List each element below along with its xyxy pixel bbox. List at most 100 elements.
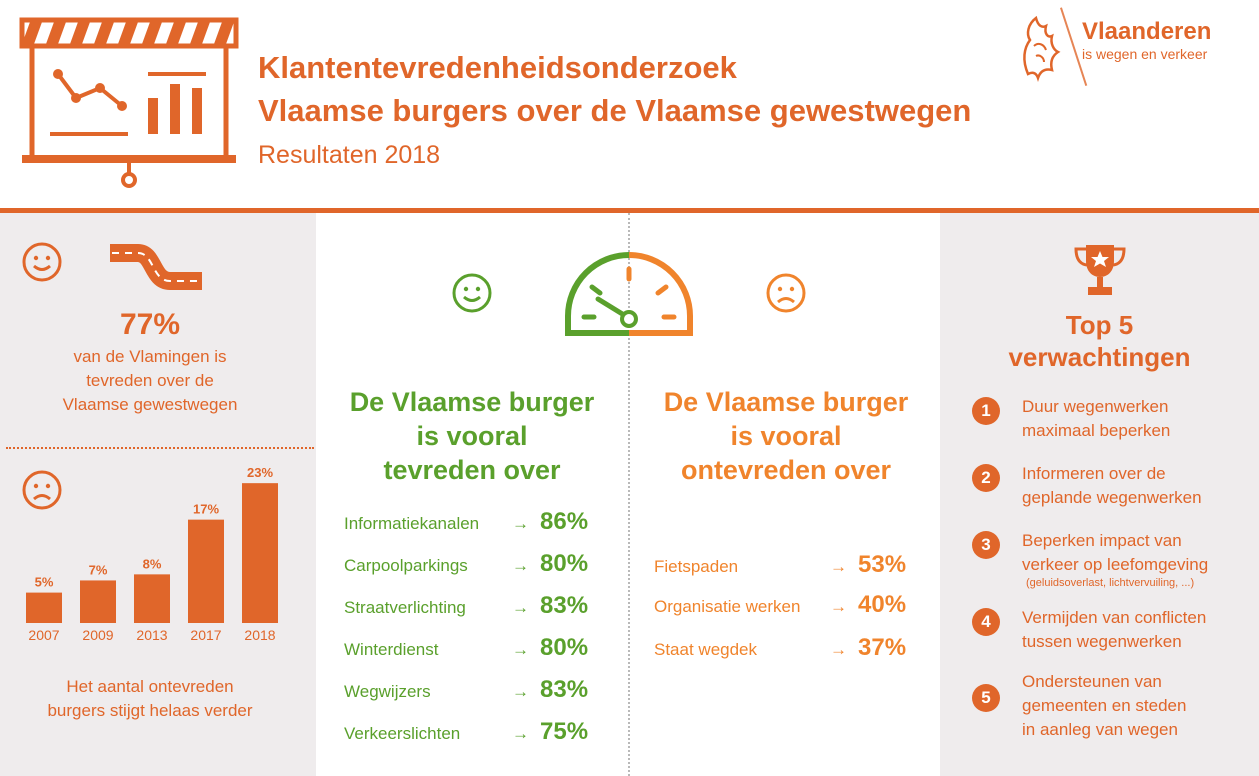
satisfied-description: van de Vlamingen is tevreden over de Vla… bbox=[0, 345, 300, 417]
heading-line: De Vlaamse burger bbox=[349, 387, 595, 417]
satisfied-item: Carpoolparkings → 80% bbox=[344, 550, 614, 582]
chart-bar bbox=[242, 483, 278, 623]
road-icon bbox=[110, 244, 202, 290]
dissatisfied-item: Fietspaden → 53% bbox=[654, 551, 924, 583]
satisfied-item: Wegwijzers → 83% bbox=[344, 676, 614, 708]
expectation-text: Vermijden van conflicten tussen wegenwer… bbox=[1022, 606, 1206, 654]
dissatisfied-item: Organisatie werken → 40% bbox=[654, 591, 924, 623]
gauge-icon bbox=[565, 252, 693, 336]
expectation-text: Beperken impact van verkeer op leefomgev… bbox=[1022, 529, 1208, 589]
expectation-line: Duur wegenwerken bbox=[1022, 397, 1169, 416]
middle-section: De Vlaamse burger is vooral tevreden ove… bbox=[316, 213, 940, 776]
expectation-item: 5 Ondersteunen van gemeenten en steden i… bbox=[972, 670, 1257, 746]
expectation-line: maximaal beperken bbox=[1022, 421, 1171, 440]
chart-tick-label: 2007 bbox=[28, 627, 59, 643]
item-value: 83% bbox=[540, 676, 589, 703]
expectation-item: 3 Beperken impact van verkeer op leefomg… bbox=[972, 529, 1257, 593]
expectation-line: tussen wegenwerken bbox=[1022, 632, 1182, 651]
arrow-icon: → bbox=[512, 682, 529, 701]
chart-bar bbox=[134, 574, 170, 623]
item-label: Staat wegdek bbox=[654, 640, 758, 659]
trophy-icon bbox=[1074, 245, 1126, 295]
expectation-line: in aanleg van wegen bbox=[1022, 720, 1178, 739]
expectation-line: Vermijden van conflicten bbox=[1022, 608, 1207, 627]
item-value: 75% bbox=[540, 718, 589, 745]
heading-line: tevreden over bbox=[383, 455, 561, 485]
expectation-line: Informeren over de bbox=[1022, 464, 1166, 483]
chart-bar bbox=[80, 580, 116, 623]
heading-line: De Vlaamse burger bbox=[663, 387, 909, 417]
satisfied-item: Verkeerslichten → 75% bbox=[344, 718, 614, 750]
chart-tick-label: 2009 bbox=[82, 627, 113, 643]
item-value: 86% bbox=[540, 508, 589, 535]
item-label: Fietspaden bbox=[654, 557, 739, 576]
middle-divider bbox=[628, 213, 630, 776]
expectation-line: Ondersteunen van bbox=[1022, 672, 1162, 691]
vlaanderen-logo[interactable]: Vlaanderen is wegen en verkeer bbox=[1016, 7, 1246, 88]
logo-name: Vlaanderen bbox=[1082, 18, 1212, 45]
chart-bar bbox=[26, 592, 62, 623]
item-label: Wegwijzers bbox=[344, 682, 431, 701]
dissatisfied-heading: De Vlaamse burger is vooral ontevreden o… bbox=[636, 385, 936, 487]
top5-title-line: Top 5 bbox=[1065, 310, 1134, 340]
expectation-item: 2 Informeren over de geplande wegenwerke… bbox=[972, 462, 1257, 514]
heading-line: ontevreden over bbox=[680, 455, 892, 485]
arrow-icon: → bbox=[512, 514, 529, 533]
expectation-line: Beperken impact van bbox=[1022, 531, 1182, 550]
right-panel: Top 5 verwachtingen 1 Duur wegenwerken m… bbox=[940, 213, 1259, 776]
satisfied-heading: De Vlaamse burger is vooral tevreden ove… bbox=[322, 385, 622, 487]
dissatisfied-item: Staat wegdek → 37% bbox=[654, 634, 924, 666]
expectation-note: (geluidsoverlast, lichtvervuiling, ...) bbox=[1026, 577, 1195, 589]
chart-tick-label: 2017 bbox=[190, 627, 221, 643]
item-value: 83% bbox=[540, 592, 589, 619]
heading-line: is vooral bbox=[416, 421, 528, 451]
chart-tick-label: 2018 bbox=[244, 627, 275, 643]
section-divider bbox=[6, 447, 314, 449]
expectation-item: 4 Vermijden van conflicten tussen wegenw… bbox=[972, 606, 1257, 658]
item-value: 80% bbox=[540, 550, 589, 577]
smile-icon bbox=[22, 242, 62, 282]
chart-data-label: 7% bbox=[89, 562, 108, 577]
satisfied-text-line: Vlaamse gewestwegen bbox=[62, 395, 238, 414]
expectation-line: gemeenten en steden bbox=[1022, 696, 1187, 715]
title-line-2: Vlaamse burgers over de Vlaamse gewestwe… bbox=[258, 93, 972, 128]
item-value: 53% bbox=[858, 551, 907, 578]
satisfied-item: Informatiekanalen → 86% bbox=[344, 508, 614, 540]
arrow-icon: → bbox=[512, 598, 529, 617]
item-label: Organisatie werken bbox=[654, 597, 801, 616]
chart-data-label: 8% bbox=[143, 556, 162, 571]
frown-icon bbox=[22, 470, 62, 510]
arrow-icon: → bbox=[512, 556, 529, 575]
lion-logo-icon bbox=[1023, 15, 1061, 82]
satisfied-item: Straatverlichting → 83% bbox=[344, 592, 614, 624]
satisfied-percentage: 77% bbox=[119, 308, 181, 341]
chart-data-label: 17% bbox=[193, 502, 219, 517]
arrow-icon: → bbox=[512, 640, 529, 659]
top5-title: Top 5 verwachtingen bbox=[940, 309, 1259, 373]
expectation-line: geplande wegenwerken bbox=[1022, 488, 1202, 507]
dissatisfied-text-line: Het aantal ontevreden bbox=[66, 677, 234, 696]
item-label: Straatverlichting bbox=[344, 598, 466, 617]
arrow-icon: → bbox=[830, 597, 847, 616]
item-label: Verkeerslichten bbox=[344, 724, 461, 743]
chart-data-label: 5% bbox=[35, 575, 54, 590]
rank-badge: 3 bbox=[972, 531, 1000, 559]
item-label: Winterdienst bbox=[344, 640, 439, 659]
heading-line: is vooral bbox=[730, 421, 842, 451]
dissatisfied-bar-chart: 5% 2007 7% 2009 8% 2013 17% 2017 23% 2018 bbox=[26, 465, 278, 643]
chart-tick-label: 2013 bbox=[136, 627, 167, 643]
top5-title-line: verwachtingen bbox=[1008, 342, 1191, 372]
logo-tagline: is wegen en verkeer bbox=[1082, 46, 1208, 62]
item-value: 80% bbox=[540, 634, 589, 661]
expectation-text: Informeren over de geplande wegenwerken bbox=[1022, 462, 1202, 510]
rank-badge: 5 bbox=[972, 684, 1000, 712]
rank-badge: 4 bbox=[972, 608, 1000, 636]
title-line-1: Klantentevredenheidsonderzoek bbox=[258, 50, 737, 85]
arrow-icon: → bbox=[830, 640, 847, 659]
chart-bar bbox=[188, 519, 224, 623]
dissatisfied-description: Het aantal ontevreden burgers stijgt hel… bbox=[0, 675, 300, 723]
rank-badge: 2 bbox=[972, 464, 1000, 492]
satisfied-item: Winterdienst → 80% bbox=[344, 634, 614, 666]
expectation-item: 1 Duur wegenwerken maximaal beperken bbox=[972, 395, 1257, 447]
frown-icon bbox=[766, 273, 806, 313]
